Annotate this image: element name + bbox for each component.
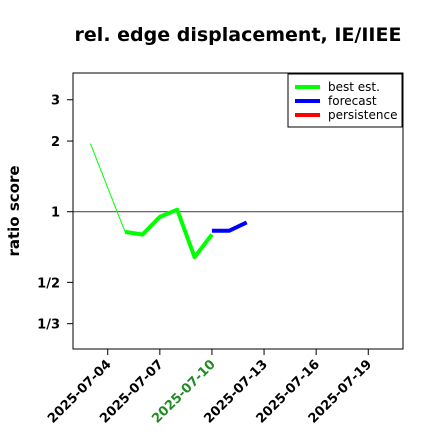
series-line-best-est: [89, 143, 126, 233]
series-layer: [89, 143, 248, 260]
legend-label: forecast: [328, 94, 377, 108]
y-tick-label: 3: [51, 94, 60, 109]
series-line-forecast: [211, 220, 248, 233]
y-tick-label: 2: [51, 135, 60, 150]
chart-title: rel. edge displacement, IE/IIEE: [74, 24, 402, 46]
legend-label: best est.: [328, 80, 380, 94]
x-axis: 2025-07-042025-07-072025-07-102025-07-13…: [45, 349, 375, 427]
y-tick-label: 1/2: [37, 276, 60, 291]
legend-label: persistence: [328, 108, 397, 122]
y-tick-label: 1: [51, 206, 60, 221]
y-axis: 1/3 1/2 1 2 3: [37, 94, 73, 333]
y-tick-label: 1/3: [37, 318, 60, 333]
series-line-best-est: [124, 207, 214, 260]
y-axis-label: ratio score: [5, 165, 23, 256]
plot-frame: [72, 72, 404, 350]
